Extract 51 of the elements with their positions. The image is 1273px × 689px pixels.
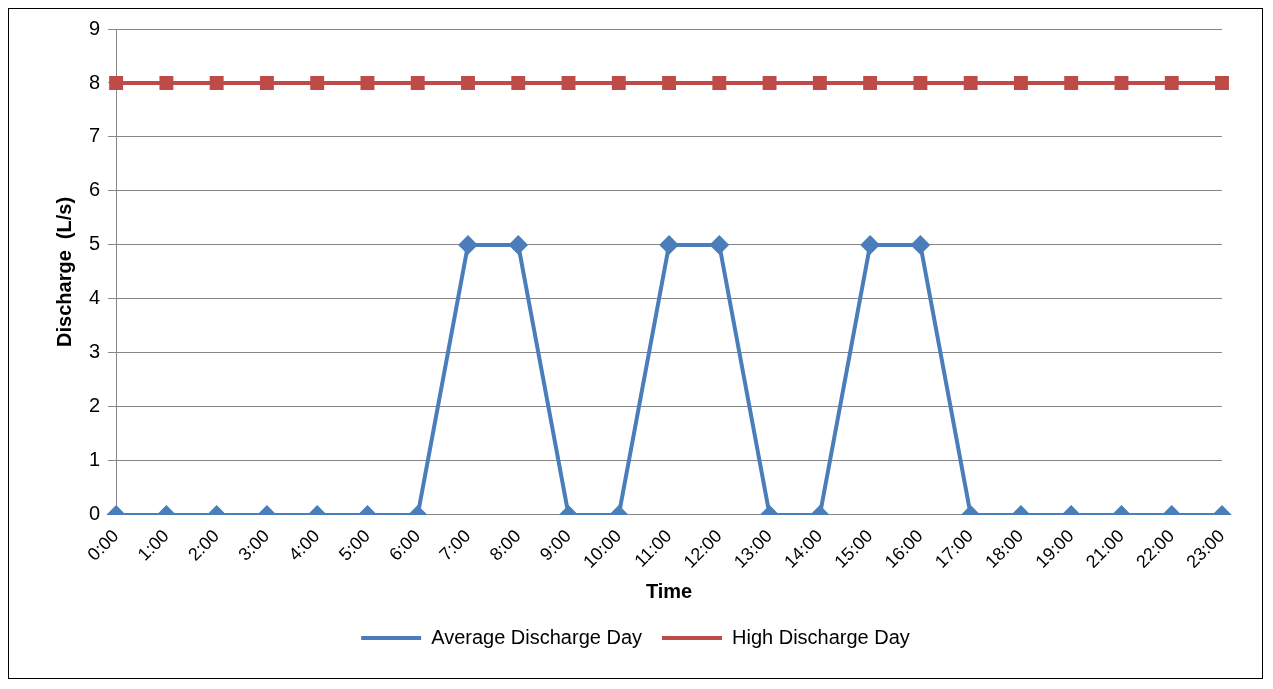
point <box>159 76 174 90</box>
y-tick-label: 4 <box>89 286 101 309</box>
x-tick-label: 5:00 <box>334 525 374 565</box>
x-tick-label: 4:00 <box>284 525 324 565</box>
y-tick-label: 6 <box>89 178 101 201</box>
y-tick-label: 5 <box>89 232 101 255</box>
point <box>410 76 425 90</box>
y-tick-label: 8 <box>89 70 101 93</box>
point <box>461 76 475 90</box>
y-tick-label: 2 <box>89 394 101 417</box>
point <box>662 76 677 90</box>
y-tick-label: 0 <box>89 502 101 525</box>
point <box>963 76 978 90</box>
point <box>1114 76 1129 90</box>
point <box>1013 76 1028 90</box>
point <box>509 235 528 254</box>
y-axis-title: Discharge (L/s) <box>52 196 75 347</box>
point <box>812 76 827 90</box>
point <box>710 235 729 254</box>
point <box>360 76 375 90</box>
x-tick-label: 6:00 <box>385 525 425 565</box>
point <box>660 235 679 254</box>
y-tick-label: 7 <box>89 124 101 147</box>
point <box>109 76 124 90</box>
x-axis-title: Time <box>645 579 693 602</box>
point <box>762 76 777 90</box>
point <box>511 76 526 90</box>
x-tick-label: 0:00 <box>83 525 123 565</box>
point <box>1164 76 1179 90</box>
point <box>911 235 930 254</box>
point <box>209 76 224 90</box>
y-tick-label: 9 <box>89 16 101 39</box>
point <box>611 76 626 90</box>
point <box>913 76 928 90</box>
legend-label: High Discharge Day <box>732 625 910 648</box>
point <box>458 235 477 254</box>
x-tick-label: 7:00 <box>435 525 475 565</box>
point <box>1215 76 1229 90</box>
x-tick-label: 8:00 <box>485 525 525 565</box>
point <box>863 76 878 90</box>
x-tick-label: 9:00 <box>535 525 575 565</box>
point <box>1064 76 1079 90</box>
y-tick-label: 3 <box>89 340 101 363</box>
x-tick-label: 3:00 <box>234 525 274 565</box>
point <box>861 235 880 254</box>
point <box>310 76 325 90</box>
point <box>712 76 727 90</box>
point <box>259 76 274 90</box>
y-tick-label: 1 <box>89 448 101 471</box>
point <box>561 76 576 90</box>
legend-label: Average Discharge Day <box>431 625 643 648</box>
